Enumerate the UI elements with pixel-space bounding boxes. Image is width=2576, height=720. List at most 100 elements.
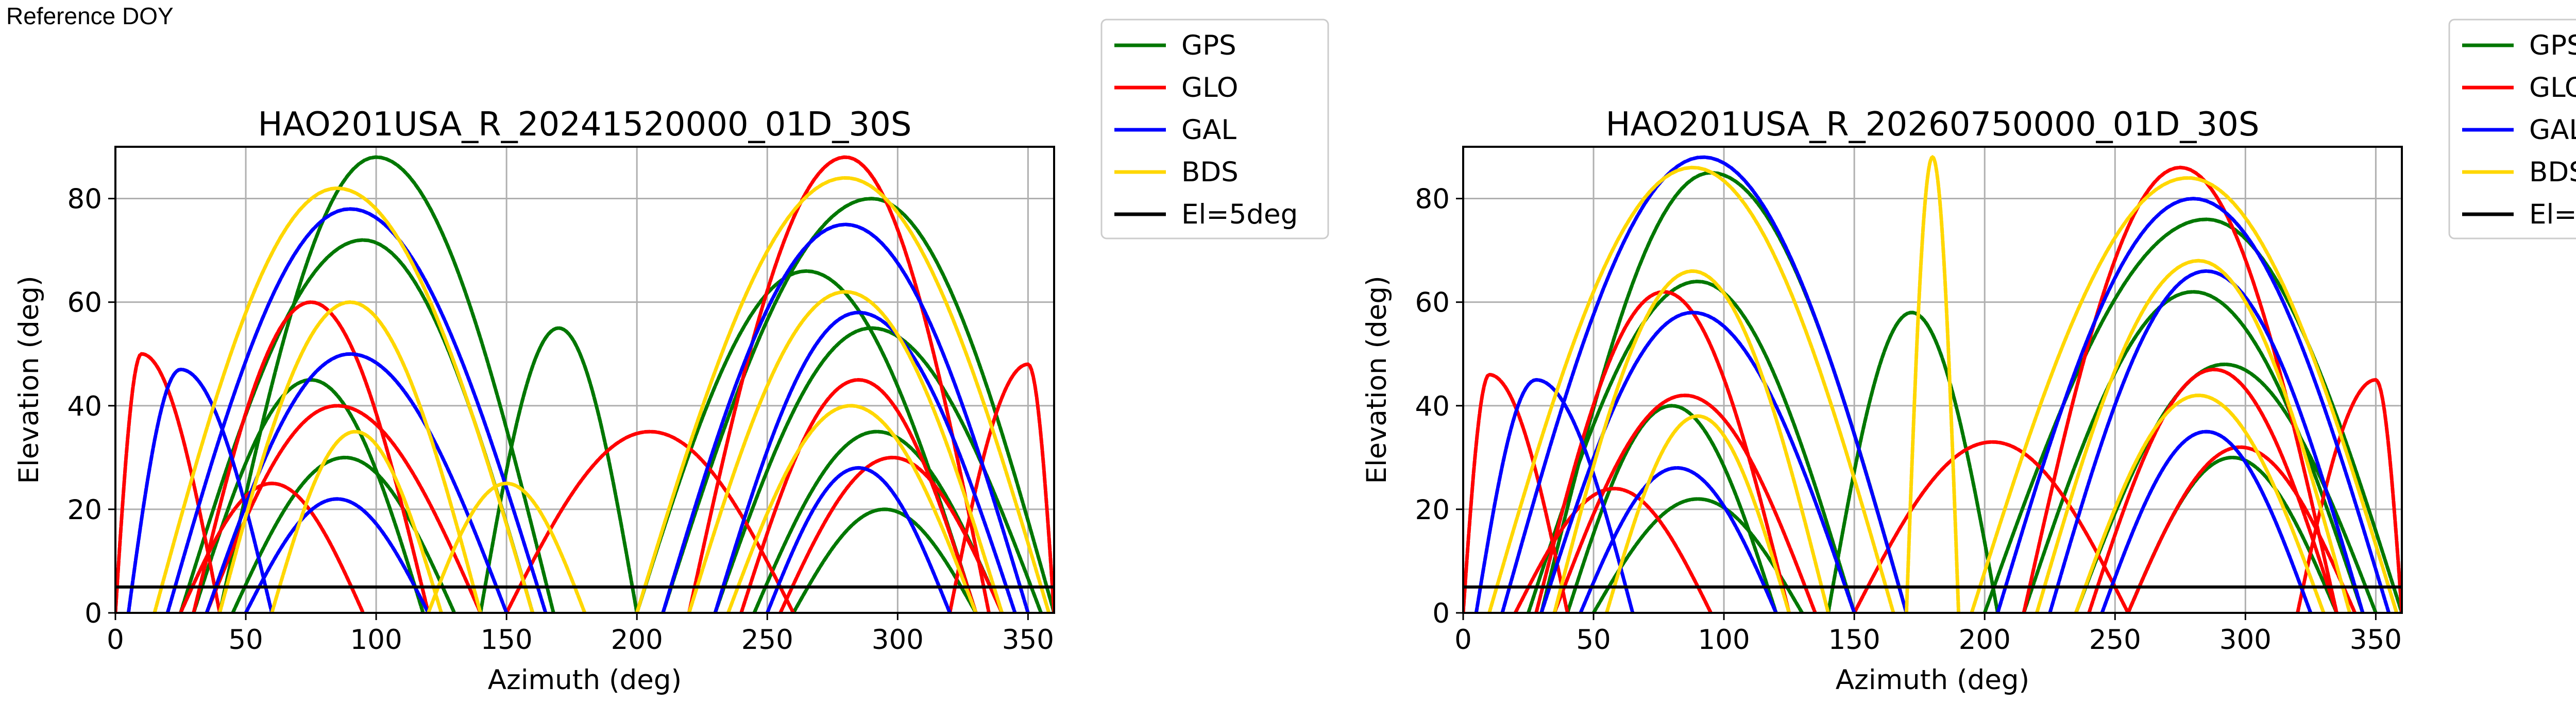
satellite-tracks (1463, 155, 2402, 613)
legend-label: El=5deg (2529, 199, 2576, 230)
chart-title: HAO201USA_R_20260750000_01D_30S (1606, 106, 2260, 144)
y-tick-label: 40 (1415, 391, 1450, 422)
axes-frame (114, 146, 1055, 614)
y-axis-label: Elevation (deg) (1361, 276, 1393, 484)
legend: GPS GLO GAL BDS El=5deg (2448, 19, 2576, 239)
x-tick-label: 200 (611, 624, 663, 656)
track-bds (1904, 155, 1961, 613)
x-tick-label: 300 (2219, 624, 2272, 656)
track-gps (713, 326, 1043, 613)
track-gal (661, 222, 1030, 613)
track-gal (713, 311, 1017, 613)
x-tick-label: 50 (228, 624, 263, 656)
x-tick-label: 350 (1002, 624, 1054, 656)
x-tick-label: 150 (481, 624, 533, 656)
track-gps (479, 326, 639, 613)
track-bds (217, 300, 483, 613)
track-glo (1513, 487, 1713, 613)
x-tick-label: 250 (741, 624, 793, 656)
x-tick-label: 50 (1576, 624, 1611, 656)
y-tick-label: 60 (1415, 287, 1450, 319)
track-gal (1539, 311, 1856, 613)
legend-label: GAL (2529, 114, 2576, 146)
legend-label: GLO (2529, 72, 2576, 104)
x-axis-label: Azimuth (deg) (1836, 664, 2030, 696)
track-gal (1996, 197, 2391, 613)
y-tick-label: 0 (84, 598, 102, 629)
legend-label: GPS (2529, 30, 2576, 61)
track-glo (1463, 372, 1569, 613)
track-glo (2296, 378, 2402, 613)
track-bds (152, 186, 535, 613)
track-bds (2035, 259, 2352, 613)
track-bds (687, 290, 1004, 613)
x-tick-label: 200 (1959, 624, 2011, 656)
skyplot-chart-right: HAO201USA_R_20260750000_01D_30S 0 50 100 150… (1361, 19, 2576, 696)
track-bds (1604, 414, 1791, 613)
track-gal (2100, 430, 2313, 613)
x-tick-label: 300 (872, 624, 924, 656)
track-gps (791, 507, 978, 613)
track-glo (504, 430, 795, 613)
legend: GPS GLO GAL BDS El=5deg (1100, 19, 1329, 239)
track-bds (270, 430, 444, 613)
chart-title: HAO201USA_R_20241520000_01D_30S (258, 106, 912, 144)
track-bds (1552, 269, 1831, 613)
track-gal (244, 497, 430, 613)
track-bds (726, 404, 978, 613)
track-gal (765, 466, 952, 613)
track-bds (426, 482, 587, 613)
x-tick-label: 0 (1454, 624, 1472, 656)
legend-label: BDS (1181, 157, 1239, 188)
track-glo (687, 155, 991, 613)
track-bds (1970, 176, 2399, 613)
legend-label: BDS (2529, 157, 2576, 188)
legend-label: GPS (1181, 30, 1236, 61)
legend-label: GAL (1181, 114, 1236, 146)
track-bds (2074, 393, 2326, 613)
track-gps (661, 197, 1054, 613)
track-gal (2048, 269, 2365, 613)
track-gal (1500, 155, 1908, 613)
y-tick-label: 80 (67, 184, 102, 215)
track-glo (1552, 393, 1817, 613)
track-gps (1591, 497, 1804, 613)
legend-box (1100, 19, 1329, 239)
track-gps (2022, 290, 2365, 613)
axes-frame (1462, 146, 2403, 614)
track-gal (165, 207, 548, 613)
y-tick-label: 80 (1415, 184, 1450, 215)
y-tick-label: 60 (67, 287, 102, 319)
y-tick-label: 20 (67, 494, 102, 526)
skyplot-chart-left: HAO201USA_R_20241520000_01D_30S 0 50 100 150… (13, 19, 1329, 696)
legend-label: El=5deg (1181, 199, 1298, 230)
track-glo (205, 404, 483, 613)
x-tick-label: 100 (1698, 624, 1750, 656)
track-bds (635, 176, 1051, 613)
track-gps (1982, 217, 2402, 613)
x-tick-label: 350 (2350, 624, 2402, 656)
track-glo (739, 378, 978, 613)
track-gps (1527, 279, 1856, 613)
y-tick-label: 40 (67, 391, 102, 422)
track-gal (1474, 378, 1635, 613)
track-gps (1565, 404, 1778, 613)
x-tick-label: 250 (2089, 624, 2141, 656)
x-tick-label: 150 (1828, 624, 1880, 656)
y-tick-label: 0 (1432, 598, 1450, 629)
x-tick-label: 100 (350, 624, 402, 656)
x-tick-label: 0 (107, 624, 124, 656)
track-gps (635, 269, 978, 613)
track-gps (1826, 311, 1999, 613)
y-axis-label: Elevation (deg) (13, 276, 45, 484)
track-glo (179, 482, 365, 613)
track-bds (1487, 165, 1895, 613)
satellite-tracks (115, 155, 1054, 613)
y-tick-label: 20 (1415, 494, 1450, 526)
x-axis-label: Azimuth (deg) (488, 664, 682, 696)
legend-label: GLO (1181, 72, 1238, 104)
track-glo (948, 362, 1054, 613)
track-glo (1852, 440, 2130, 613)
page-title: Reference DOY (6, 3, 174, 29)
